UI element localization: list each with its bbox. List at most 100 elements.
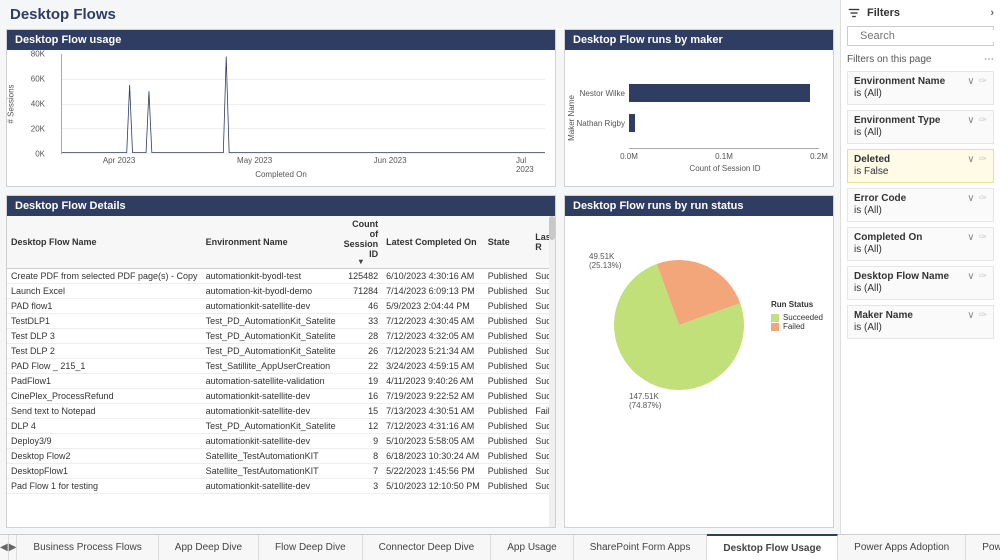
table-row[interactable]: DesktopFlow1Satellite_TestAutomationKIT7…	[7, 464, 555, 479]
filter-card[interactable]: Maker Nameis (All)∨✑	[847, 305, 994, 339]
table-cell: Published	[484, 479, 532, 494]
filter-name: Environment Type	[854, 115, 941, 126]
pie-card: Desktop Flow runs by run status Run Stat…	[564, 195, 834, 528]
usage-card-title: Desktop Flow usage	[7, 30, 555, 50]
filters-search-input[interactable]	[860, 30, 1000, 42]
table-row[interactable]: DLP 4Test_PD_AutomationKit_Satelite127/1…	[7, 419, 555, 434]
details-table[interactable]: Desktop Flow NameEnvironment NameCount o…	[7, 216, 555, 494]
usage-y-tick: 80K	[31, 50, 45, 59]
table-row[interactable]: PadFlow1automation-satellite-validation1…	[7, 374, 555, 389]
eraser-icon[interactable]: ✑	[979, 193, 987, 204]
tab-nav-prev[interactable]: ◀	[0, 535, 9, 560]
table-row[interactable]: Desktop Flow2Satellite_TestAutomationKIT…	[7, 449, 555, 464]
eraser-icon[interactable]: ✑	[979, 232, 987, 243]
table-cell: PAD flow1	[7, 299, 202, 314]
filters-more-icon[interactable]: ⋯	[984, 54, 994, 65]
table-row[interactable]: Launch Excelautomation-kit-byodl-demo712…	[7, 284, 555, 299]
tab-nav-next[interactable]: ▶	[9, 535, 18, 560]
table-cell: 15	[340, 404, 383, 419]
filter-card[interactable]: Environment Nameis (All)∨✑	[847, 71, 994, 105]
table-row[interactable]: CinePlex_ProcessRefundautomationkit-sate…	[7, 389, 555, 404]
table-row[interactable]: Test DLP 2Test_PD_AutomationKit_Satelite…	[7, 344, 555, 359]
chevron-down-icon[interactable]: ∨	[967, 76, 974, 87]
chevron-down-icon[interactable]: ∨	[967, 154, 974, 165]
report-tab[interactable]: Desktop Flow Usage	[707, 534, 838, 560]
filter-card[interactable]: Environment Typeis (All)∨✑	[847, 110, 994, 144]
table-cell: 71284	[340, 284, 383, 299]
table-cell: DLP 4	[7, 419, 202, 434]
table-row[interactable]: Create PDF from selected PDF page(s) - C…	[7, 269, 555, 284]
usage-x-tick: Jul 2023	[516, 156, 535, 174]
table-row[interactable]: PAD flow1automationkit-satellite-dev465/…	[7, 299, 555, 314]
table-cell: 5/10/2023 5:58:05 AM	[382, 434, 484, 449]
table-row[interactable]: Test DLP 3Test_PD_AutomationKit_Satelite…	[7, 329, 555, 344]
filter-card[interactable]: Error Codeis (All)∨✑	[847, 188, 994, 222]
usage-y-tick: 40K	[31, 100, 45, 109]
table-cell: 46	[340, 299, 383, 314]
table-row[interactable]: TestDLP1Test_PD_AutomationKit_Satelite33…	[7, 314, 555, 329]
legend-item[interactable]: Succeeded	[771, 313, 823, 322]
report-tab[interactable]: Flow Deep Dive	[259, 535, 363, 560]
filter-card[interactable]: Desktop Flow Nameis (All)∨✑	[847, 266, 994, 300]
eraser-icon[interactable]: ✑	[979, 154, 987, 165]
filter-value: is (All)	[854, 322, 882, 333]
usage-y-tick: 0K	[35, 150, 45, 159]
legend-item[interactable]: Failed	[771, 322, 823, 331]
chevron-down-icon[interactable]: ∨	[967, 232, 974, 243]
report-tab[interactable]: Power	[966, 535, 1000, 560]
details-col-header[interactable]: State	[484, 216, 532, 269]
filter-value: is False	[854, 166, 888, 177]
report-tab[interactable]: Connector Deep Dive	[363, 535, 492, 560]
details-col-header[interactable]: Desktop Flow Name	[7, 216, 202, 269]
eraser-icon[interactable]: ✑	[979, 271, 987, 282]
table-cell: TestDLP1	[7, 314, 202, 329]
filters-search[interactable]	[847, 26, 994, 46]
eraser-icon[interactable]: ✑	[979, 76, 987, 87]
eraser-icon[interactable]: ✑	[979, 115, 987, 126]
report-tab[interactable]: Business Process Flows	[17, 535, 158, 560]
table-cell: Published	[484, 359, 532, 374]
report-tab[interactable]: App Deep Dive	[159, 535, 259, 560]
filter-card[interactable]: Completed Onis (All)∨✑	[847, 227, 994, 261]
usage-card: Desktop Flow usage # Sessions 0K20K40K60…	[6, 29, 556, 187]
filter-name: Deleted	[854, 154, 890, 165]
table-row[interactable]: PAD Flow _ 215_1Test_Satillite_AppUserCr…	[7, 359, 555, 374]
table-cell: 22	[340, 359, 383, 374]
table-cell: Create PDF from selected PDF page(s) - C…	[7, 269, 202, 284]
maker-card-title: Desktop Flow runs by maker	[565, 30, 833, 50]
filter-name: Environment Name	[854, 76, 945, 87]
chevron-down-icon[interactable]: ∨	[967, 193, 974, 204]
table-cell: Published	[484, 449, 532, 464]
report-tab[interactable]: App Usage	[491, 535, 573, 560]
report-tab[interactable]: SharePoint Form Apps	[574, 535, 708, 560]
filters-icon	[847, 6, 861, 20]
table-cell: Test_PD_AutomationKit_Satelite	[202, 344, 340, 359]
filter-card[interactable]: Deletedis False ∨ ✑	[847, 149, 994, 183]
details-col-header[interactable]: Environment Name	[202, 216, 340, 269]
chevron-down-icon[interactable]: ∨	[967, 115, 974, 126]
details-col-header[interactable]: Count of Session ID▾	[340, 216, 383, 269]
table-scrollbar[interactable]	[549, 216, 555, 527]
usage-y-label: # Sessions	[7, 84, 16, 123]
table-row[interactable]: Send text to Notepadautomationkit-satell…	[7, 404, 555, 419]
chevron-down-icon[interactable]: ∨	[967, 271, 974, 282]
report-tab[interactable]: Power Apps Adoption	[838, 535, 966, 560]
maker-x-tick: 0.2M	[810, 152, 828, 161]
table-cell: Test_Satillite_AppUserCreation	[202, 359, 340, 374]
table-cell: Published	[484, 374, 532, 389]
table-cell: PAD Flow _ 215_1	[7, 359, 202, 374]
details-col-header[interactable]: Latest Completed On	[382, 216, 484, 269]
table-cell: 7/14/2023 6:09:13 PM	[382, 284, 484, 299]
table-cell: 9	[340, 434, 383, 449]
table-cell: 5/9/2023 2:04:44 PM	[382, 299, 484, 314]
table-cell: Published	[484, 314, 532, 329]
filters-expand-icon[interactable]: ›	[990, 7, 994, 19]
maker-bar[interactable]	[629, 114, 635, 132]
table-row[interactable]: Deploy3/9automationkit-satellite-dev95/1…	[7, 434, 555, 449]
chevron-down-icon[interactable]: ∨	[967, 310, 974, 321]
table-row[interactable]: Pad Flow 1 for testingautomationkit-sate…	[7, 479, 555, 494]
maker-bar[interactable]	[629, 84, 810, 102]
usage-y-tick: 20K	[31, 125, 45, 134]
table-cell: Published	[484, 299, 532, 314]
eraser-icon[interactable]: ✑	[979, 310, 987, 321]
